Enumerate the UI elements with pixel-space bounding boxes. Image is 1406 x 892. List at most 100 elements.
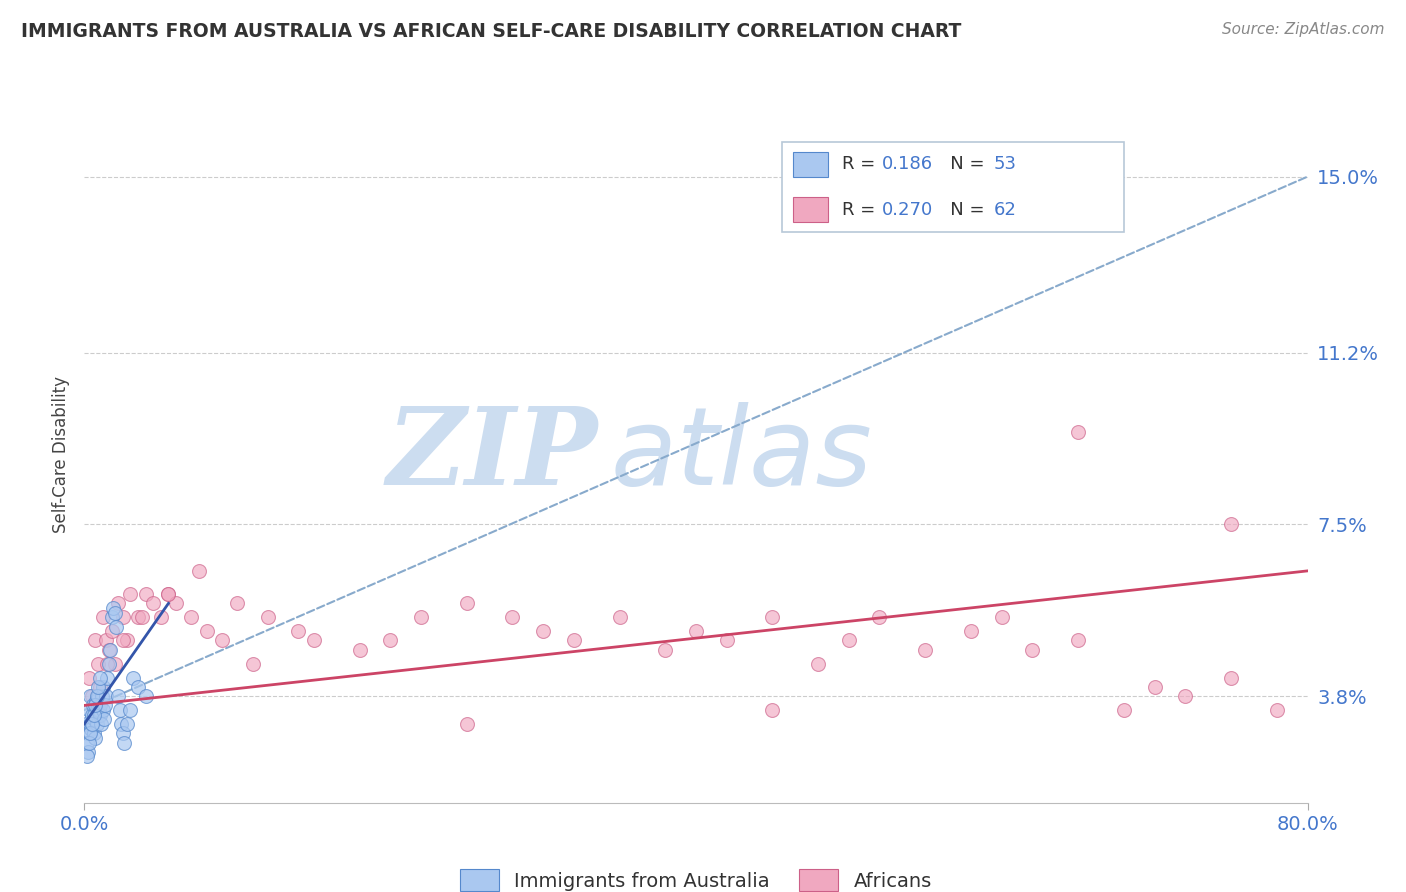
Point — [456, 717, 478, 731]
Point — [349, 642, 371, 657]
Point — [1220, 517, 1243, 532]
Point — [1265, 703, 1288, 717]
Point — [105, 619, 128, 633]
Point — [157, 587, 180, 601]
Point — [111, 633, 134, 648]
Point — [80, 689, 103, 703]
Point — [101, 610, 124, 624]
Point — [83, 712, 105, 726]
Point — [960, 624, 983, 639]
Point — [501, 610, 523, 624]
Point — [135, 689, 157, 703]
Point — [87, 657, 110, 671]
Point — [180, 610, 202, 624]
Point — [97, 642, 120, 657]
Point — [609, 610, 631, 624]
Point — [112, 735, 135, 749]
Point — [80, 722, 103, 736]
Point — [98, 642, 121, 657]
Text: R =: R = — [842, 201, 882, 219]
Point — [75, 717, 97, 731]
Point — [685, 624, 707, 639]
Point — [96, 657, 118, 671]
Point — [115, 633, 138, 648]
Point — [93, 712, 115, 726]
Point — [120, 703, 142, 717]
Text: 53: 53 — [994, 155, 1017, 173]
Point — [211, 633, 233, 648]
Point — [838, 633, 860, 648]
Point — [104, 606, 127, 620]
Point — [761, 610, 783, 624]
Y-axis label: Self-Care Disability: Self-Care Disability — [52, 376, 70, 533]
Point — [409, 610, 432, 624]
Point — [91, 680, 114, 694]
Point — [96, 671, 118, 685]
Point — [111, 726, 134, 740]
Point — [79, 689, 101, 703]
Point — [302, 633, 325, 648]
Point — [531, 624, 554, 639]
Point — [1067, 425, 1090, 439]
Point — [87, 689, 110, 703]
Point — [86, 689, 108, 703]
Point — [107, 689, 129, 703]
Point — [1114, 703, 1136, 717]
Text: N =: N = — [934, 201, 991, 219]
Point — [761, 703, 783, 717]
Point — [89, 671, 111, 685]
Point — [108, 703, 131, 717]
Text: N =: N = — [934, 155, 991, 173]
Point — [115, 717, 138, 731]
Point — [77, 735, 100, 749]
Point — [1220, 671, 1243, 685]
Point — [84, 694, 107, 708]
Point — [94, 633, 117, 648]
Point — [86, 703, 108, 717]
Point — [1067, 633, 1090, 648]
Text: 62: 62 — [994, 201, 1017, 219]
Point — [103, 601, 125, 615]
Point — [914, 642, 936, 657]
Point — [1143, 680, 1166, 694]
Text: 0.270: 0.270 — [882, 201, 932, 219]
Point — [84, 698, 107, 713]
Text: atlas: atlas — [610, 402, 872, 508]
Point — [127, 680, 149, 694]
Point — [86, 717, 108, 731]
Point — [127, 610, 149, 624]
Point — [107, 596, 129, 610]
Point — [101, 624, 124, 639]
Point — [242, 657, 264, 671]
Text: ZIP: ZIP — [387, 402, 598, 508]
Point — [135, 587, 157, 601]
Point — [90, 717, 112, 731]
Point — [131, 610, 153, 624]
Point — [89, 680, 111, 694]
Point — [226, 596, 249, 610]
Point — [79, 726, 101, 740]
Point — [87, 703, 110, 717]
Point — [104, 657, 127, 671]
Point — [80, 717, 103, 731]
Point — [87, 680, 110, 694]
Point — [84, 633, 107, 648]
Point — [77, 671, 100, 685]
Point — [110, 717, 132, 731]
Point — [91, 610, 114, 624]
Point — [654, 642, 676, 657]
Point — [1174, 689, 1197, 703]
Point — [990, 610, 1012, 624]
Point — [76, 749, 98, 764]
Text: 0.186: 0.186 — [882, 155, 932, 173]
Point — [807, 657, 830, 671]
Point — [89, 707, 111, 722]
Point — [188, 564, 211, 578]
Point — [149, 610, 172, 624]
Text: R =: R = — [842, 155, 882, 173]
Point — [456, 596, 478, 610]
Point — [120, 587, 142, 601]
Point — [83, 707, 105, 722]
Point — [77, 745, 100, 759]
Point — [82, 698, 104, 713]
